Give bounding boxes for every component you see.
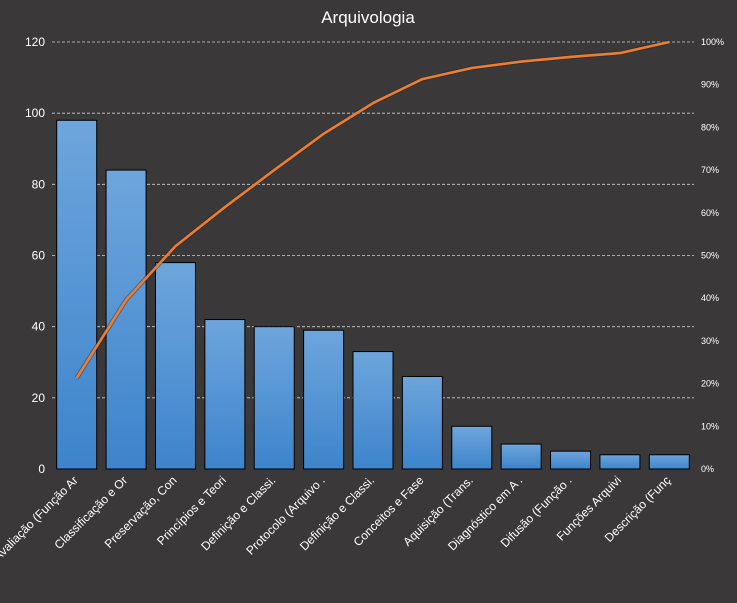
bar bbox=[253, 326, 295, 470]
chart-title: Arquivologia bbox=[321, 8, 415, 27]
y-tick-label: 100 bbox=[25, 106, 45, 120]
bar bbox=[451, 425, 493, 470]
bar bbox=[154, 262, 196, 470]
y-axis-left: 0 20 40 60 80 100 120 bbox=[25, 35, 45, 476]
bar bbox=[204, 319, 246, 470]
y2-tick-label: 90% bbox=[701, 80, 719, 90]
bar bbox=[401, 375, 443, 470]
bar bbox=[550, 450, 592, 470]
bar bbox=[352, 351, 394, 470]
bar bbox=[648, 454, 690, 470]
y-tick-label: 20 bbox=[32, 391, 46, 405]
y2-tick-label: 60% bbox=[701, 208, 719, 218]
bar bbox=[599, 454, 641, 470]
y-tick-label: 80 bbox=[32, 177, 46, 191]
y2-tick-label: 40% bbox=[701, 293, 719, 303]
y-tick-label: 120 bbox=[25, 35, 45, 49]
y2-tick-label: 10% bbox=[701, 421, 719, 431]
cumulative-line bbox=[75, 40, 670, 379]
y2-tick-label: 30% bbox=[701, 336, 719, 346]
cumulative-line-series bbox=[74, 39, 670, 380]
x-tick-label: Avaliação (Função Ar bbox=[0, 473, 81, 563]
y-tick-label: 40 bbox=[32, 320, 46, 334]
y-tick-label: 0 bbox=[38, 462, 45, 476]
y2-tick-label: 70% bbox=[701, 165, 719, 175]
y-tick-label: 60 bbox=[32, 249, 46, 263]
y2-tick-label: 20% bbox=[701, 379, 719, 389]
y2-tick-label: 50% bbox=[701, 251, 719, 261]
y2-tick-label: 0% bbox=[701, 464, 714, 474]
gridlines bbox=[52, 41, 694, 399]
y2-tick-label: 80% bbox=[701, 122, 719, 132]
y2-tick-label: 100% bbox=[701, 37, 724, 47]
bar-series bbox=[56, 119, 690, 470]
y-axis-right: 0% 10% 20% 30% 40% 50% 60% 70% 80% 90% 100% bbox=[701, 37, 724, 474]
bar bbox=[303, 329, 345, 470]
bar bbox=[500, 443, 542, 470]
bar bbox=[56, 119, 98, 470]
